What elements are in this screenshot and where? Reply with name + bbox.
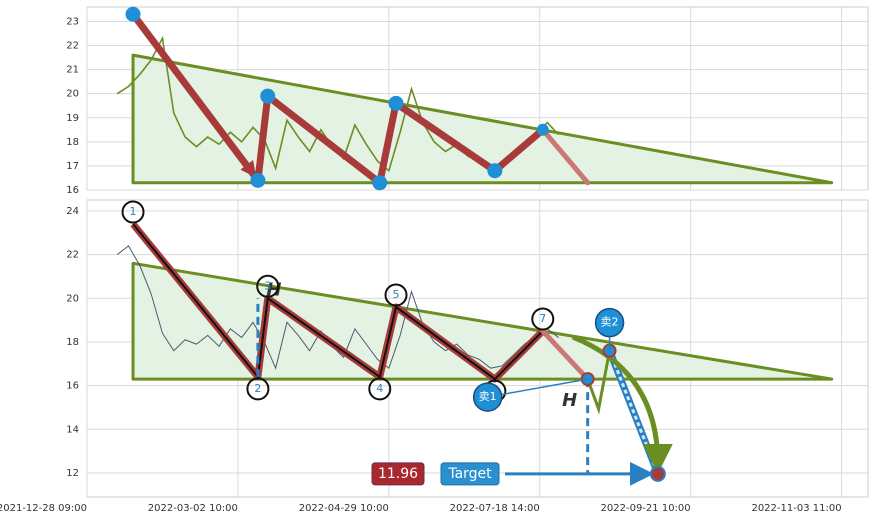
triangle (131, 53, 834, 185)
pivot-circle (531, 307, 555, 331)
sell-label: 卖2 (601, 316, 619, 329)
pivot-circle (121, 200, 145, 224)
y-tick-label: 16 (66, 185, 79, 196)
target-box (440, 462, 500, 486)
y-tick-label: 14 (66, 424, 79, 435)
y-tick-label: 16 (66, 381, 79, 392)
pivot-dot (536, 123, 549, 136)
y-tick-label: 20 (66, 293, 79, 304)
target-path-core (608, 350, 660, 475)
pivot-label: 7 (539, 312, 546, 325)
pivot-label: 5 (393, 288, 400, 301)
pivot-label: 2 (254, 382, 261, 395)
h-label: H (562, 390, 577, 411)
pivot-dot (260, 88, 276, 104)
pivot-label: 3 (264, 279, 271, 292)
x-tick-label: 2021-12-28 09:00 (0, 503, 87, 514)
y-tick-label: 20 (66, 89, 79, 100)
sell-pointer (487, 378, 588, 398)
y-tick-label: 12 (66, 468, 79, 479)
value-box (371, 462, 425, 486)
y-tick-label: 21 (66, 65, 79, 76)
y-tick-label: 24 (66, 206, 79, 217)
pivot-label: 1 (130, 205, 137, 218)
pattern-tail (540, 127, 591, 186)
pivot-circle (384, 283, 408, 307)
y-tick-label: 22 (66, 250, 79, 261)
arrow (132, 13, 257, 178)
x-tick-label: 2022-11-03 11:00 (751, 503, 841, 514)
target-label: Target (447, 466, 492, 482)
sell-label: 卖1 (479, 390, 497, 403)
pivot-circle (246, 377, 270, 401)
target-value: 11.96 (378, 466, 418, 482)
pivot-dot (388, 95, 404, 111)
target-point (649, 465, 666, 482)
pivot-dot (250, 172, 266, 188)
sell-bubble (472, 382, 503, 412)
pivot-dot (125, 6, 141, 22)
pivot-label: 4 (376, 382, 383, 395)
pattern-core (132, 223, 544, 381)
projection (586, 350, 612, 415)
x-tick-label: 2022-07-18 14:00 (450, 503, 540, 514)
triangle (131, 261, 834, 381)
x-tick-label: 2022-04-29 10:00 (299, 503, 389, 514)
y-tick-label: 17 (66, 161, 79, 172)
pivot-circle (368, 377, 392, 401)
y-tick-label: 19 (66, 113, 79, 124)
x-tick-label: 2022-03-02 10:00 (148, 503, 238, 514)
y-tick-label: 18 (66, 337, 79, 348)
pivot-circle (256, 274, 280, 298)
pattern-tail (540, 328, 591, 382)
sell-bubble (594, 307, 625, 338)
y-tick-label: 22 (66, 41, 79, 52)
pivot-dot (372, 175, 388, 191)
y-tick-label: 23 (66, 16, 79, 27)
x-tick-label: 2022-09-21 10:00 (601, 503, 691, 514)
pivot-dot (487, 163, 503, 179)
drop-arrow (571, 334, 673, 474)
y-tick-label: 18 (66, 137, 79, 148)
